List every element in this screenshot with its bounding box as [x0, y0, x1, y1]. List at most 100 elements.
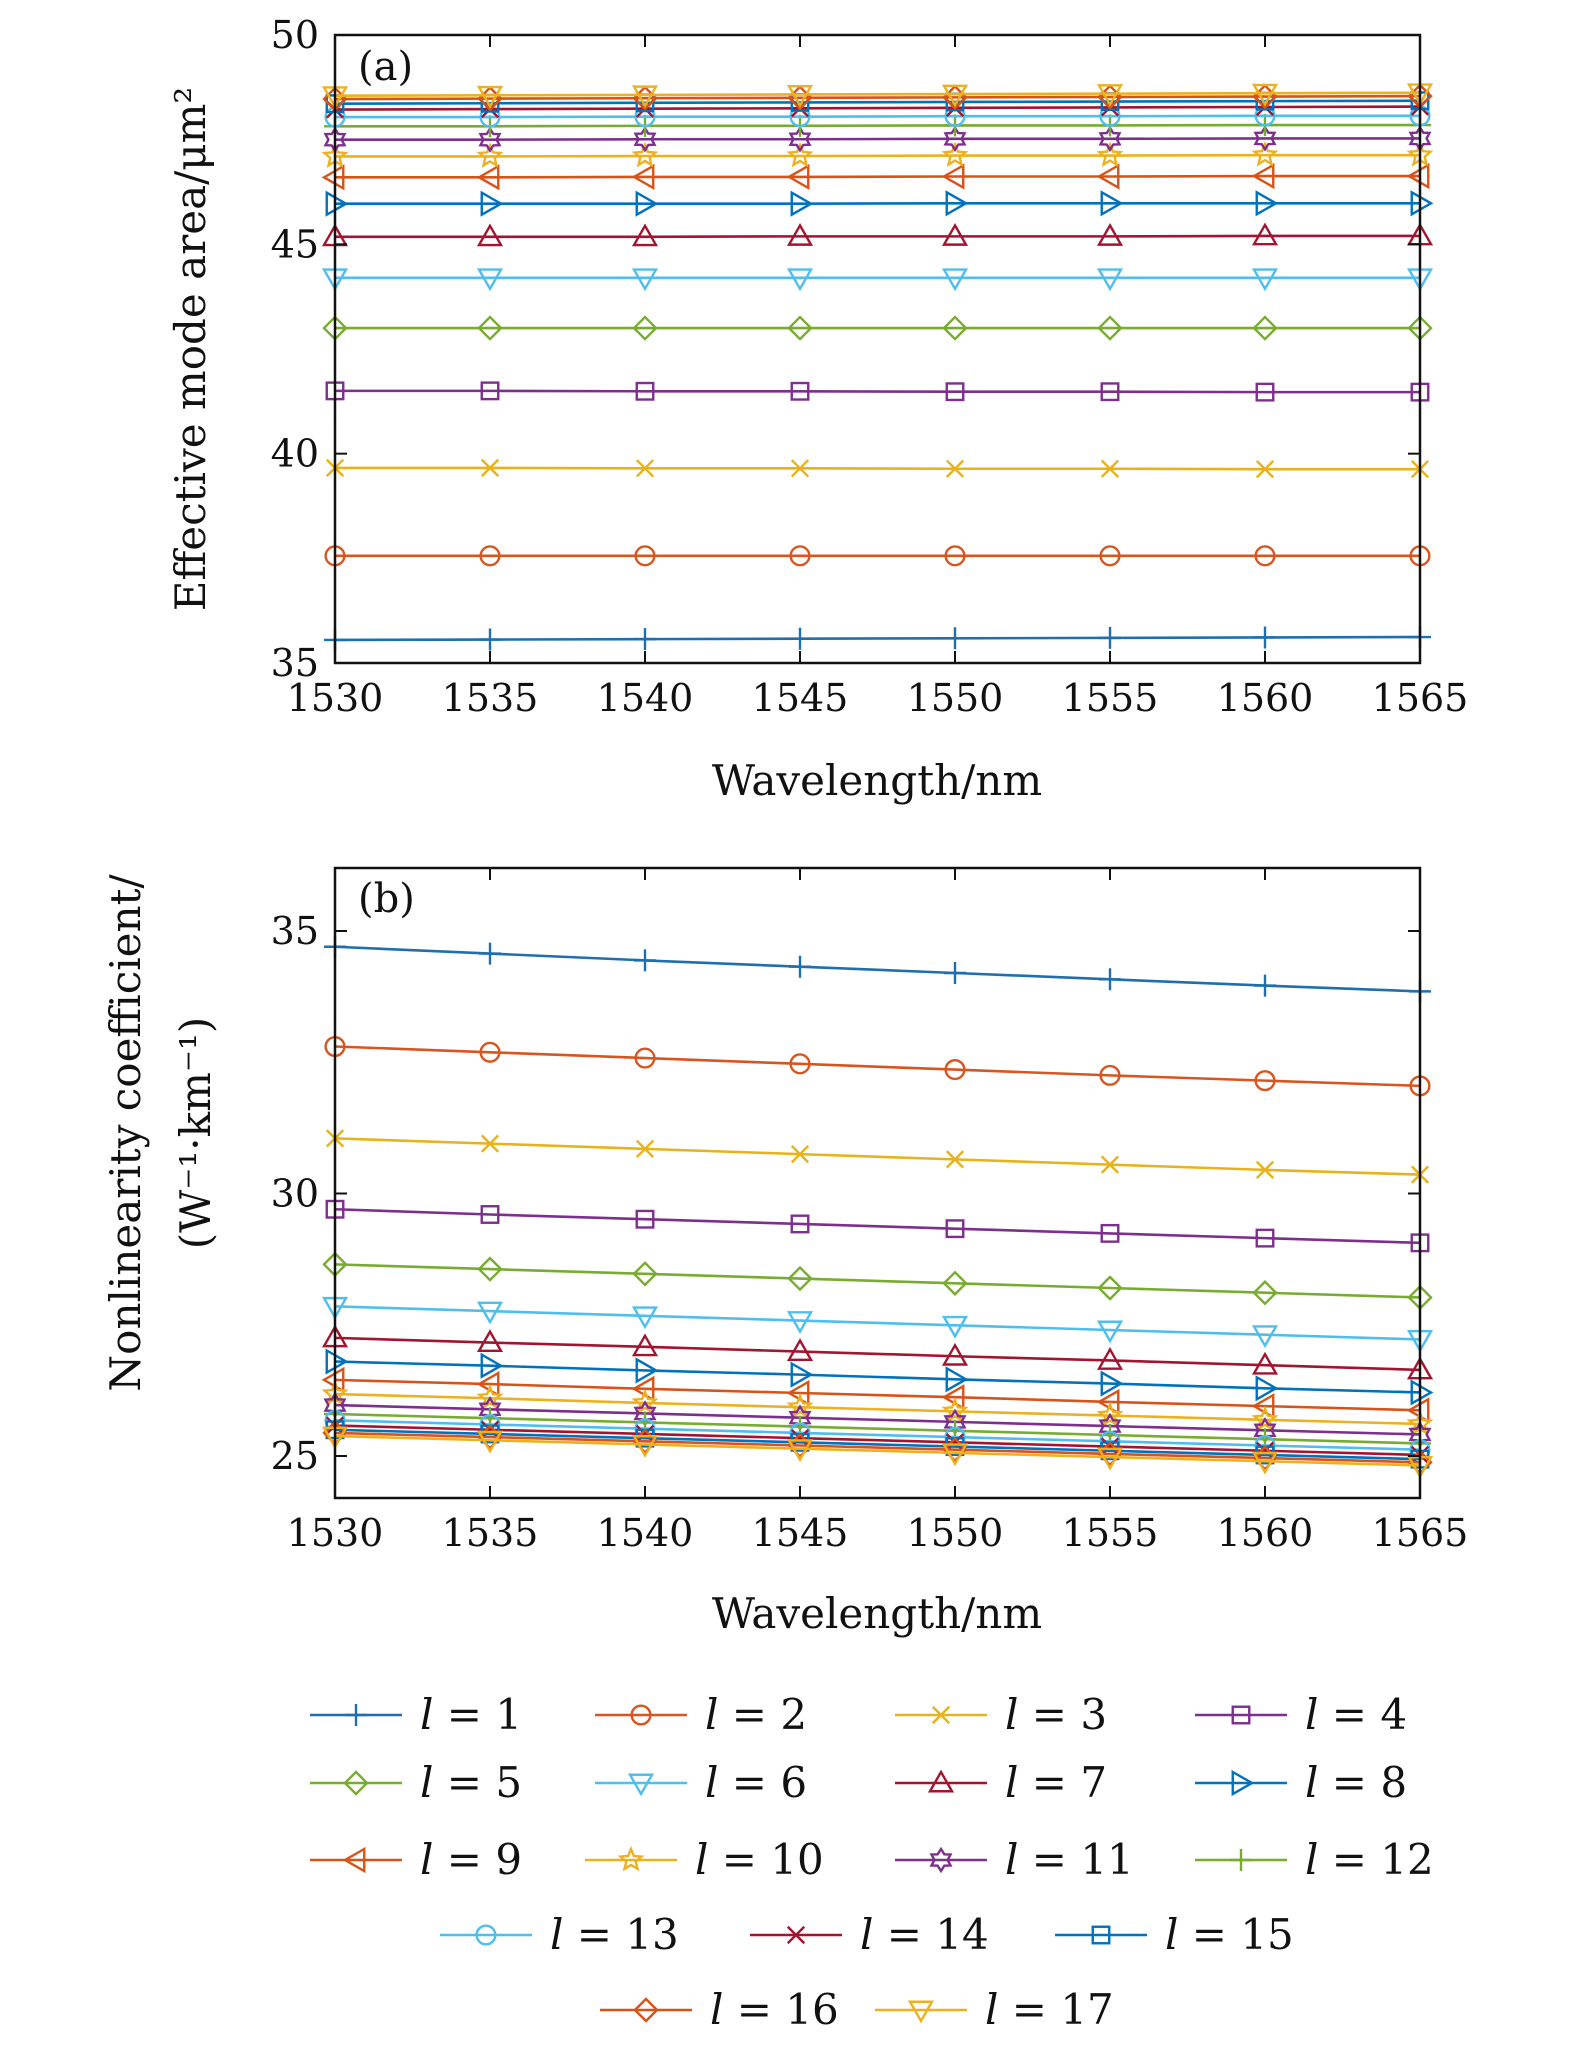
panel-a-series-17-point [631, 85, 659, 109]
panel-b-frame [333, 866, 1422, 1500]
panel-a-series-2-point [1099, 545, 1121, 567]
panel-a-series-6 [321, 268, 1434, 292]
panel-a: 1530 1535 1540 1545 1550 1555 1560 1565 35 40 45 50… [166, 13, 1468, 805]
panel-a-series-11-line [335, 137, 1420, 141]
legend-label-7-value: = 7 [1018, 1758, 1107, 1807]
panel-b-series-17 [321, 1426, 1434, 1479]
panel-b-series-2-point [1254, 1070, 1276, 1092]
panel-a-series-6-point [476, 268, 504, 292]
panel-a-series-7-point [476, 223, 504, 247]
panel-b-x-tick-label: 1535 [442, 1511, 539, 1555]
panel-a-series-6-point [786, 268, 814, 292]
panel-a-y-tick-label: 50 [271, 13, 319, 57]
legend-label-8-var: l [1305, 1758, 1318, 1807]
panel-b-y-axis-title-line1: Nonlinearity coefficient/ [101, 874, 150, 1392]
panel-b-series-5 [322, 1251, 1433, 1311]
panel-b-series-2-line [334, 1045, 1421, 1088]
panel-b-series-3-line [334, 1137, 1421, 1176]
legend-swatch-marker-7 [927, 1769, 955, 1793]
panel-b-series-2-point [789, 1053, 811, 1075]
legend-swatch-marker-5 [343, 1770, 369, 1796]
panel-a-series-8-point [635, 190, 659, 217]
panel-b-series-8-point [945, 1366, 969, 1393]
panel-b-series-5-point [942, 1270, 968, 1296]
panel-b-series-10-point [631, 1388, 659, 1415]
legend-swatch-marker-9 [342, 1846, 366, 1874]
panel-a-series-10-point [1251, 141, 1279, 167]
legend-label-16-value: = 16 [723, 1985, 838, 2034]
panel-b-series-1-point [1254, 974, 1276, 997]
panel-b-series-8-point [1100, 1370, 1124, 1397]
panel-a-series-3-point [635, 459, 655, 478]
panel-a-series-9-point [941, 163, 965, 190]
legend-label-2-var: l [705, 1690, 718, 1739]
panel-b-y-axis-title-line2: (W⁻¹·km⁻¹) [171, 1017, 220, 1250]
panel-b-series-4-point [1255, 1228, 1275, 1248]
panel-b-series-4-point [635, 1209, 655, 1229]
legend-entry-3: l = 3 [895, 1690, 1107, 1739]
legend-label-1-value: = 1 [433, 1690, 522, 1739]
panel-a-series-13-line [335, 114, 1420, 119]
panel-b-series-8-point [1410, 1379, 1434, 1406]
panel-b-series-3-point [1100, 1155, 1120, 1174]
panel-a-series-3-point [945, 459, 965, 478]
legend-swatch-marker-15 [1091, 1925, 1111, 1945]
panel-a-x-tick-label: 1555 [1062, 676, 1159, 720]
panel-b-series-13-line [334, 1419, 1421, 1451]
panel-b-x-tick-label: 1555 [1062, 1511, 1159, 1555]
legend-label-15-value: = 15 [1178, 1910, 1293, 1959]
panel-a-series-1-point [1099, 626, 1121, 649]
panel-b-series-17-point [1096, 1447, 1124, 1471]
legend-label-3-var: l [1005, 1690, 1018, 1739]
legend-label-11: l = 11 [1005, 1835, 1134, 1884]
legend-label-6: l = 6 [705, 1758, 807, 1807]
legend-swatch-marker-6 [627, 1773, 655, 1797]
legend-swatch-marker-17 [907, 2000, 935, 2024]
panel-b-series-4-point [945, 1219, 965, 1239]
panel-a-series-5-point [1097, 315, 1123, 341]
legend-label-2-value: = 2 [718, 1690, 807, 1739]
panel-a-series-5-point [632, 315, 658, 341]
panel-b-series-5-point [1097, 1275, 1123, 1301]
legend-label-5-var: l [420, 1758, 433, 1807]
panel-a-series-1-point [944, 627, 966, 650]
panel-b-series-group [321, 935, 1434, 1479]
panel-a-series-17-point [1251, 83, 1279, 107]
panel-a-series-8-point [945, 190, 969, 217]
panel-b-series-5-point [787, 1265, 813, 1292]
panel-a-series-5 [322, 315, 1433, 341]
panel-b-series-16-point [787, 1432, 813, 1459]
legend-label-5: l = 5 [420, 1758, 522, 1807]
legend-entry-6: l = 6 [595, 1758, 807, 1807]
panel-b-series-9-line [334, 1378, 1421, 1412]
panel-b-series-6-point [1096, 1320, 1124, 1344]
legend-label-6-value: = 6 [718, 1758, 807, 1807]
panel-a-series-10-point [786, 141, 814, 168]
panel-b-series-10 [321, 1379, 1434, 1436]
panel-b-series-16-point [477, 1424, 503, 1450]
panel-a-series-8 [325, 190, 1434, 217]
panel-b-series-17-point [941, 1443, 969, 1467]
panel-a-series-2-point [789, 545, 811, 567]
panel-a-series-8-point [1255, 190, 1279, 217]
legend-entry-16: l = 16 [600, 1985, 839, 2034]
panel-a-series-7-point [1096, 222, 1124, 246]
panel-a-series-2-point [944, 545, 966, 567]
panel-b-series-11-line [334, 1403, 1421, 1436]
panel-b-series-1-point [479, 942, 501, 965]
legend-label-1: l = 1 [420, 1690, 522, 1739]
panel-a-x-tick-label: 1550 [907, 676, 1004, 720]
panel-b-series-8-point [635, 1357, 659, 1384]
legend-swatch-marker-1 [345, 1704, 367, 1726]
panel-b-series-16-line [334, 1431, 1421, 1464]
legend-label-13-var: l [550, 1910, 563, 1959]
panel-a-y-tick-label: 35 [271, 641, 319, 685]
panel-a-series-6-point [631, 268, 659, 292]
panel-b-label: (b) [358, 876, 415, 922]
legend-label-8: l = 8 [1305, 1758, 1407, 1807]
panel-b-series-16-point [1097, 1441, 1123, 1467]
legend-entry-11: l = 11 [895, 1835, 1134, 1884]
panel-b-series-7-point [1096, 1347, 1124, 1370]
legend-swatch-marker-14 [786, 1925, 806, 1945]
panel-a-x-tick-label: 1565 [1372, 676, 1469, 720]
